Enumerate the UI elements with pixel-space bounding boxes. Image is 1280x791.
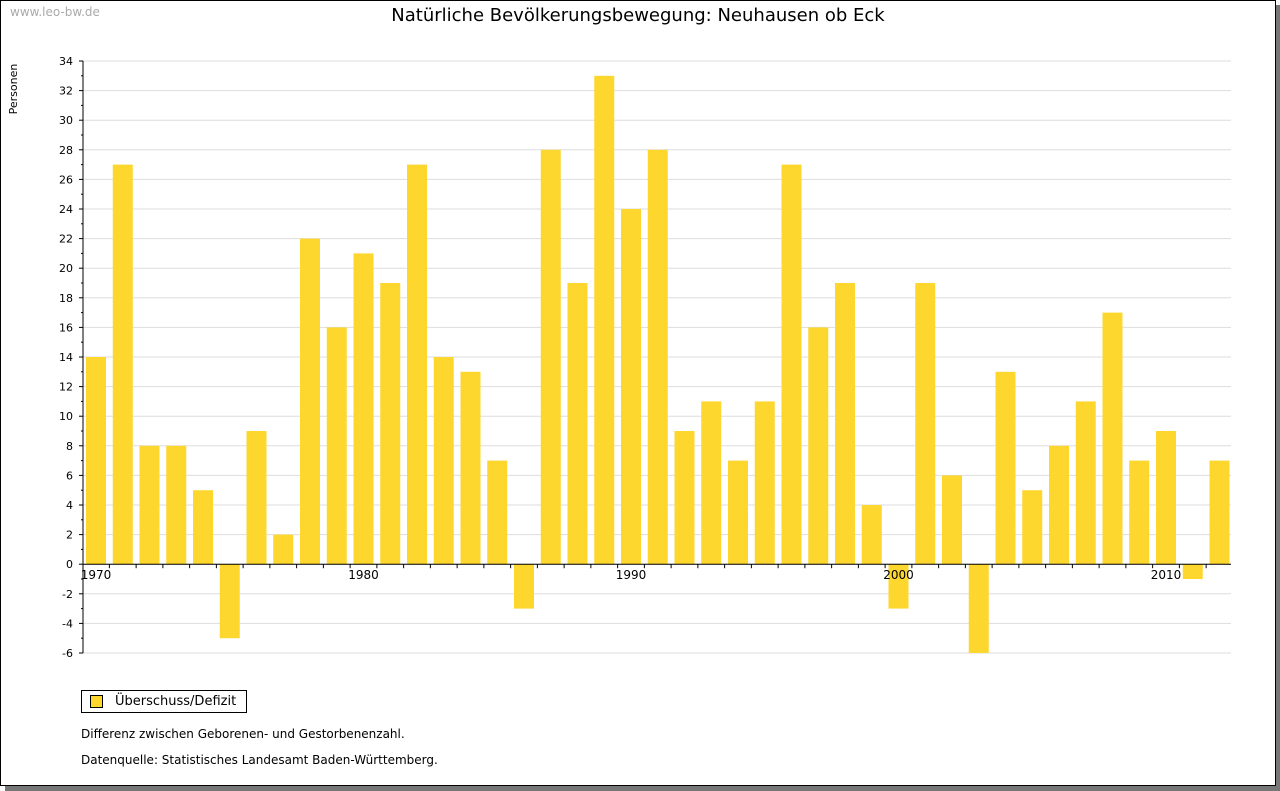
bar-1994	[728, 460, 748, 565]
y-axis-label: Personen	[7, 64, 20, 115]
bar-1979	[326, 327, 347, 565]
bar-1997	[808, 327, 829, 565]
y-tick-label: 4	[66, 499, 73, 512]
x-tick-label: 2010	[1151, 568, 1182, 582]
note-source: Datenquelle: Statistisches Landesamt Bad…	[81, 753, 438, 767]
bar-2010	[1156, 431, 1176, 565]
bar-1980	[353, 253, 374, 565]
y-tick-label: 12	[59, 381, 73, 394]
bar-1982	[407, 164, 427, 565]
y-tick-label: 8	[66, 440, 73, 453]
bar-2008	[1102, 312, 1123, 565]
x-tick-label: 1980	[348, 568, 379, 582]
y-tick-label: 18	[59, 292, 73, 305]
y-tick-label: 0	[66, 558, 73, 571]
y-tick-label: 30	[59, 114, 73, 127]
y-tick-label: 28	[59, 144, 73, 157]
legend: Überschuss/Defizit	[81, 690, 248, 713]
bar-1993	[701, 401, 722, 565]
y-tick-label: 32	[59, 85, 73, 98]
y-tick-label: 24	[59, 203, 73, 216]
bar-1990	[621, 209, 641, 565]
bar-1999	[861, 505, 882, 565]
y-tick-label: 22	[59, 233, 73, 246]
bar-2000	[888, 564, 909, 609]
bar-1976	[246, 431, 267, 565]
bar-2005	[1022, 490, 1043, 565]
bar-1974	[193, 490, 213, 565]
y-tick-label: 34	[59, 55, 73, 68]
bar-2009	[1129, 460, 1150, 565]
bar-1971	[112, 164, 133, 565]
bar-2004	[995, 371, 1016, 565]
bar-1989	[594, 75, 615, 565]
chart-title: Natürliche Bevölkerungsbewegung: Neuhaus…	[391, 5, 885, 26]
x-tick-label: 1970	[81, 568, 112, 582]
y-tick-label: 14	[59, 351, 73, 364]
bar-2003	[968, 564, 989, 653]
bar-2006	[1049, 445, 1069, 565]
bar-chart: -6-4-20246810121416182022242628303234Per…	[7, 55, 1231, 660]
x-tick-label: 2000	[883, 568, 914, 582]
bar-2011	[1182, 564, 1203, 579]
bar-1987	[540, 149, 561, 565]
y-tick-label: -2	[62, 588, 73, 601]
bar-1998	[835, 283, 855, 565]
legend-swatch	[90, 695, 103, 708]
bar-2002	[942, 475, 962, 565]
bar-2012	[1209, 460, 1230, 565]
bar-2001	[915, 283, 936, 565]
y-tick-label: 20	[59, 262, 73, 275]
bar-1975	[219, 564, 240, 639]
bar-1977	[273, 534, 294, 565]
watermark: www.leo-bw.de	[10, 5, 100, 19]
bar-1995	[754, 401, 775, 565]
y-tick-label: -4	[62, 617, 73, 630]
y-tick-label: 26	[59, 173, 73, 186]
bar-1983	[433, 357, 454, 565]
y-tick-label: -6	[62, 647, 73, 660]
bar-1972	[139, 445, 160, 565]
note-difference: Differenz zwischen Geborenen- und Gestor…	[81, 727, 405, 741]
y-tick-label: 16	[59, 321, 73, 334]
bar-1981	[380, 283, 401, 565]
x-tick-label: 1990	[616, 568, 647, 582]
bar-1970	[86, 357, 106, 565]
y-tick-label: 2	[66, 529, 73, 542]
legend-label: Überschuss/Defizit	[115, 694, 237, 709]
y-tick-label: 10	[59, 410, 73, 423]
bar-1988	[567, 283, 588, 565]
bar-1978	[300, 238, 320, 565]
bar-2007	[1075, 401, 1096, 565]
bar-1986	[514, 564, 534, 609]
y-tick-label: 6	[66, 469, 73, 482]
bar-1996	[781, 164, 802, 565]
bar-1973	[166, 445, 187, 565]
bar-1985	[487, 460, 508, 565]
bar-1992	[674, 431, 695, 565]
bar-1991	[647, 149, 668, 565]
bar-1984	[460, 371, 481, 565]
